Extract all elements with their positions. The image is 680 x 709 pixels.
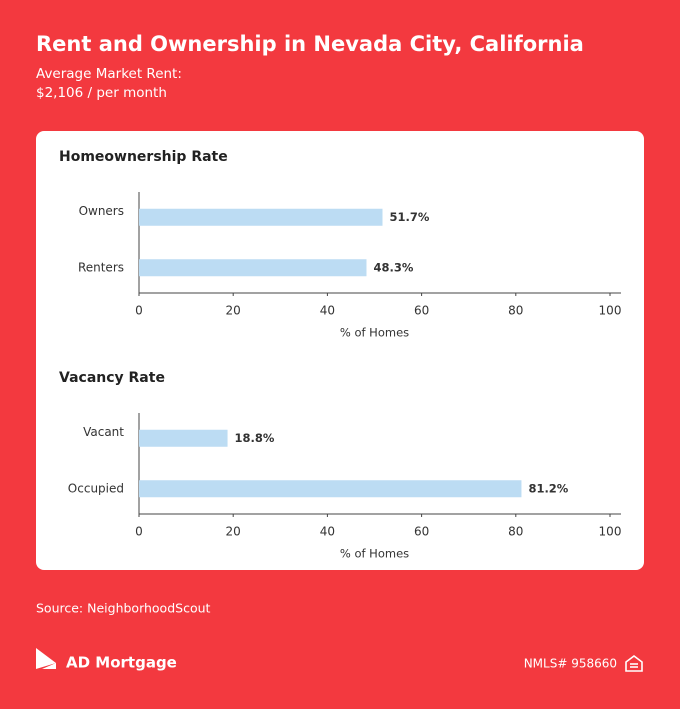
x-tick-label: 0 xyxy=(135,304,143,318)
category-label: Vacant xyxy=(83,425,124,439)
value-label: 18.8% xyxy=(235,431,275,445)
x-tick-label: 80 xyxy=(508,525,523,539)
bar xyxy=(139,429,228,447)
chart-title: Vacancy Rate xyxy=(59,370,165,386)
x-tick-label: 0 xyxy=(135,525,143,539)
bar xyxy=(139,259,367,277)
title: Rent and Ownership in Nevada City, Calif… xyxy=(36,32,584,56)
category-label: Occupied xyxy=(68,481,124,495)
bar xyxy=(139,480,522,498)
x-tick-label: 100 xyxy=(599,304,622,318)
category-label: Renters xyxy=(78,260,124,274)
source: Source: NeighborhoodScout xyxy=(36,601,211,616)
equal-housing-icon xyxy=(625,655,643,672)
card xyxy=(36,131,644,570)
x-tick-label: 20 xyxy=(226,525,241,539)
nmls: NMLS# 958660 xyxy=(524,657,617,671)
x-axis-label: % of Homes xyxy=(340,326,409,340)
x-tick-label: 80 xyxy=(508,304,523,318)
value-label: 81.2% xyxy=(528,481,568,495)
x-tick-label: 100 xyxy=(599,525,622,539)
subtitle-label: Average Market Rent: xyxy=(36,66,182,82)
x-tick-label: 60 xyxy=(414,525,429,539)
bar xyxy=(139,208,383,226)
logo-icon xyxy=(36,648,56,669)
x-tick-label: 60 xyxy=(414,304,429,318)
x-tick-label: 40 xyxy=(320,304,335,318)
subtitle-value: $2,106 / per month xyxy=(36,85,167,101)
x-axis-label: % of Homes xyxy=(340,547,409,561)
value-label: 51.7% xyxy=(390,210,430,224)
category-label: Owners xyxy=(79,204,124,218)
chart-title: Homeownership Rate xyxy=(59,149,228,165)
brand: AD Mortgage xyxy=(66,654,177,672)
x-tick-label: 40 xyxy=(320,525,335,539)
value-label: 48.3% xyxy=(373,260,413,274)
x-tick-label: 20 xyxy=(226,304,241,318)
